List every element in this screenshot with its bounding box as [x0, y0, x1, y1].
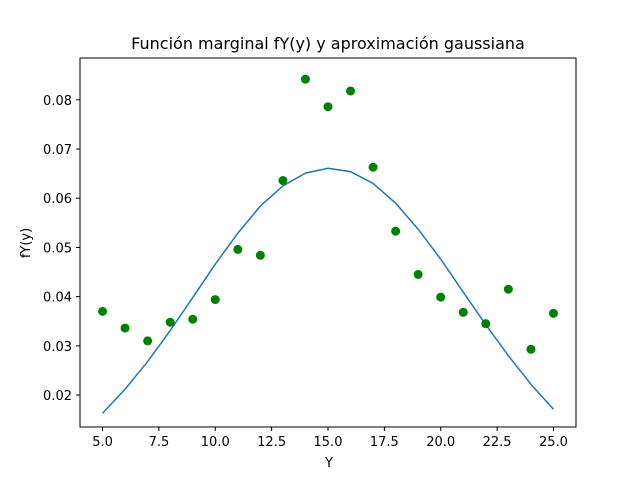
- x-axis-label: Y: [324, 456, 333, 471]
- x-tick-label: 12.5: [257, 435, 286, 450]
- data-point: [233, 244, 243, 254]
- data-point: [436, 292, 446, 302]
- plot-area: 5.0 7.5 10.0 12.5 15.0 17.5 20.0 22.5 25.0 0.02 0.…: [43, 57, 577, 450]
- x-tick-label: 5.0: [92, 435, 113, 450]
- x-tick-label: 20.0: [426, 435, 455, 450]
- x-tick-label: 17.5: [370, 435, 399, 450]
- x-tick-label: 25.0: [539, 435, 568, 450]
- x-tick-label: 10.0: [201, 435, 230, 450]
- data-point: [188, 314, 198, 324]
- data-point: [368, 162, 378, 172]
- x-tick-label: 7.5: [149, 435, 170, 450]
- data-point: [323, 102, 333, 112]
- data-point: [481, 319, 491, 329]
- data-point: [143, 336, 153, 346]
- data-point: [503, 284, 513, 294]
- x-tick-label: 22.5: [483, 435, 512, 450]
- y-tick-label: 0.05: [43, 241, 72, 256]
- data-point: [458, 307, 468, 317]
- data-point: [526, 344, 536, 354]
- data-point: [391, 226, 401, 236]
- data-point: [300, 74, 310, 84]
- y-tick-label: 0.04: [43, 291, 72, 306]
- data-point: [255, 250, 265, 260]
- y-tick-label: 0.07: [43, 143, 72, 158]
- data-point: [278, 176, 288, 186]
- gaussian-line: [102, 167, 555, 414]
- data-point: [165, 317, 175, 327]
- chart-title: Función marginal fY(y) y aproximación ga…: [131, 34, 525, 53]
- x-tick-label: 15.0: [314, 435, 343, 450]
- data-point: [548, 308, 558, 318]
- y-axis-label: fY(y): [19, 228, 34, 258]
- data-point: [346, 86, 356, 96]
- data-point: [413, 269, 423, 279]
- y-tick-label: 0.06: [43, 192, 72, 207]
- data-point: [98, 306, 108, 316]
- data-point: [120, 323, 130, 333]
- y-tick-label: 0.02: [43, 389, 72, 404]
- data-point: [210, 295, 220, 305]
- y-tick-label: 0.03: [43, 340, 72, 355]
- y-tick-label: 0.08: [43, 94, 72, 109]
